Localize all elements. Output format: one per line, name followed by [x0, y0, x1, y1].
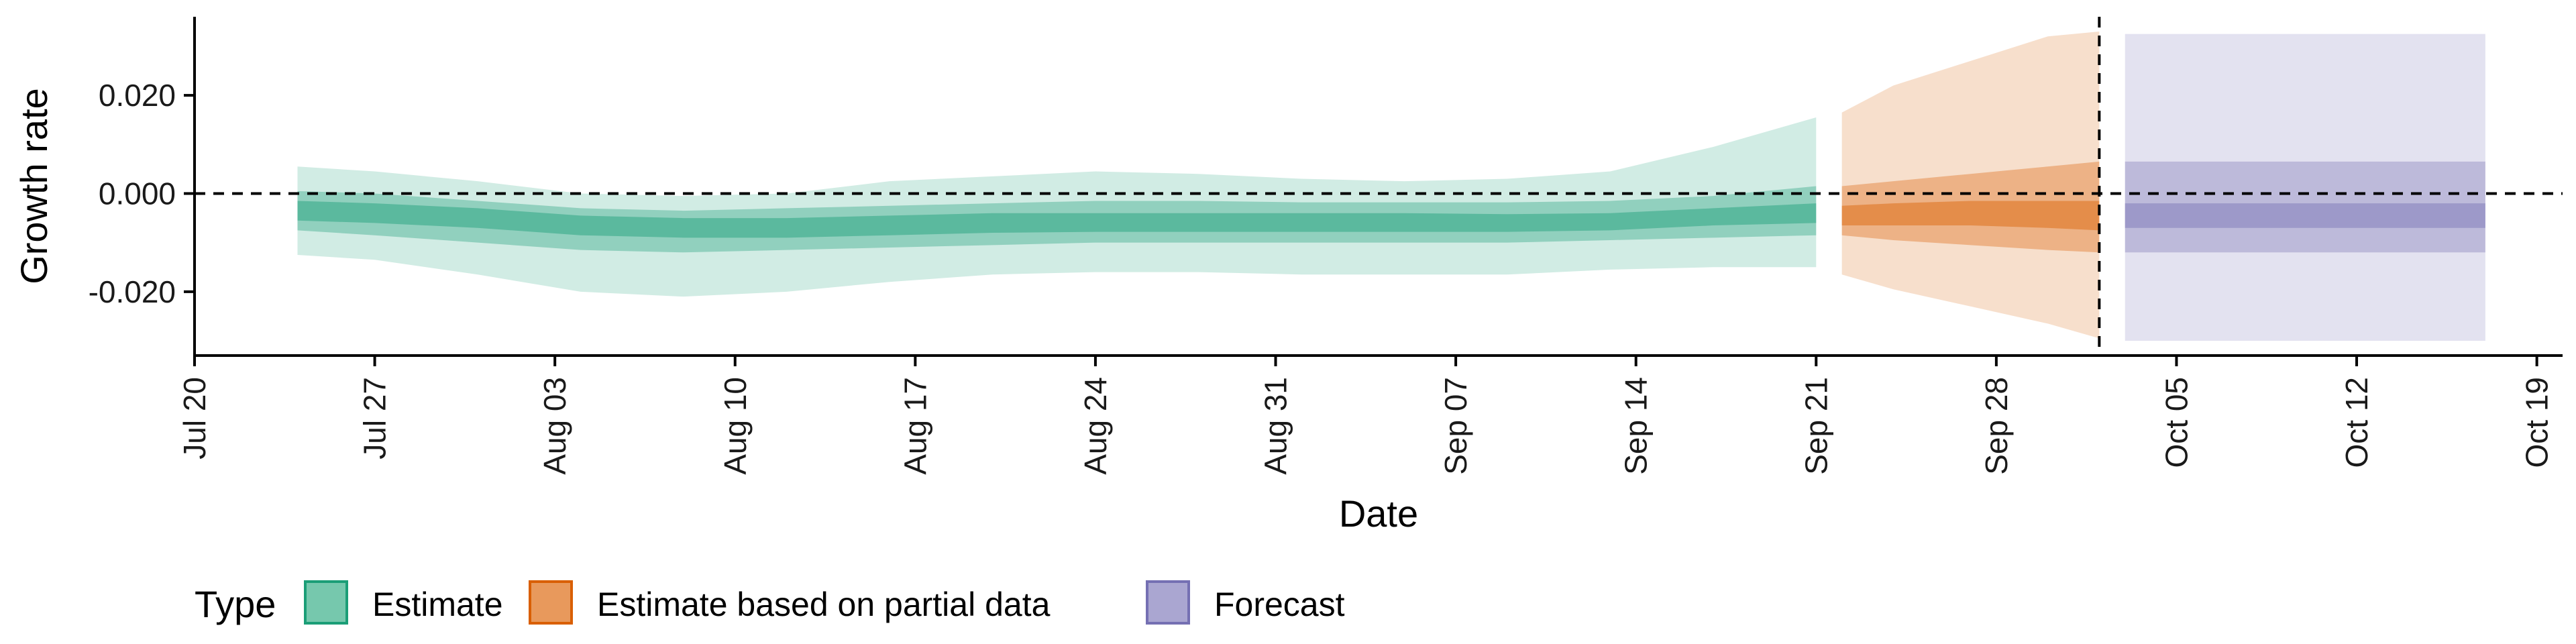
x-tick-label: Aug 03 — [537, 377, 572, 475]
reference-lines — [195, 17, 2563, 356]
x-tick-label: Aug 24 — [1078, 377, 1113, 475]
y-tick-label: -0.020 — [89, 274, 176, 309]
x-tick-label: Sep 28 — [1979, 377, 2014, 475]
x-tick-label: Jul 27 — [358, 377, 392, 460]
axes: 0.020 0.000 -0.020 Jul 20 Jul 27 Aug 03 Aug 10… — [13, 17, 2563, 535]
x-tick-label: Aug 17 — [898, 377, 932, 475]
forecast-band-20 — [2125, 203, 2485, 228]
x-tick-label: Aug 10 — [718, 377, 753, 475]
x-tick-label: Sep 21 — [1799, 377, 1833, 475]
estimate-band-90 — [297, 117, 1817, 297]
forecast-band-90 — [2125, 34, 2485, 341]
estimate-based-on-partial-data-band-90 — [1841, 31, 2100, 339]
legend-title: Type — [195, 583, 276, 625]
legend: Type Estimate Estimate based on partial da… — [195, 580, 1345, 625]
y-tick-label: 0.020 — [99, 78, 176, 113]
estimate-based-on-partial-data-band-50 — [1841, 161, 2100, 253]
estimate-band-20 — [297, 201, 1817, 238]
x-tick-label: Oct 05 — [2159, 377, 2194, 468]
x-tick-label: Oct 19 — [2520, 377, 2555, 468]
x-tick-label: Oct 12 — [2339, 377, 2374, 468]
forecast-band-50 — [2125, 161, 2485, 253]
x-tick-label: Sep 07 — [1438, 377, 1473, 475]
legend-key — [1146, 580, 1190, 625]
x-tick-label: Jul 20 — [177, 377, 212, 460]
estimate-based-on-partial-data-band-20 — [1841, 201, 2100, 231]
legend-item-label: Forecast — [1214, 586, 1345, 623]
estimate-band-50 — [297, 186, 1817, 253]
legend-item-label: Estimate based on partial data — [597, 586, 1051, 623]
x-tick-label: Aug 31 — [1258, 377, 1293, 475]
legend-item-label: Estimate — [372, 586, 503, 623]
legend-key — [304, 580, 348, 625]
y-tick-label: 0.000 — [99, 176, 176, 211]
legend-key — [529, 580, 573, 625]
x-axis-title: Date — [1339, 492, 1418, 535]
uncertainty-bands — [297, 31, 2485, 341]
y-axis-title: Growth rate — [13, 88, 55, 284]
x-tick-label: Sep 14 — [1619, 377, 1654, 475]
